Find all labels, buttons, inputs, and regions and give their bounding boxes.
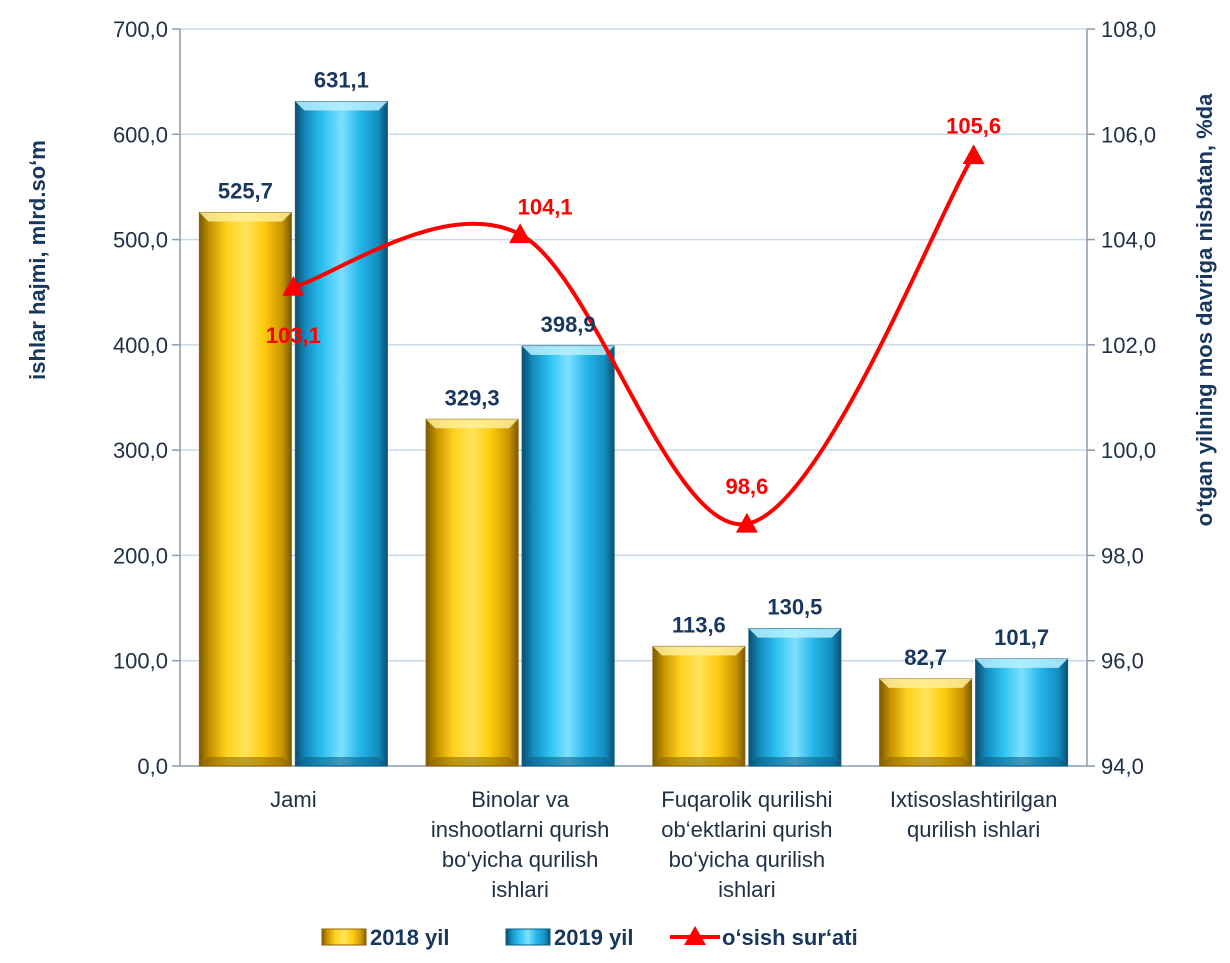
growth-point-marker xyxy=(509,223,532,244)
legend-swatch xyxy=(321,928,367,946)
x-category-label: Jami xyxy=(270,787,316,812)
bar-value-label: 525,7 xyxy=(218,179,273,204)
y-tick-label: 600,0 xyxy=(113,122,168,147)
bar-value-label: 631,1 xyxy=(314,68,369,93)
bar-value-label: 113,6 xyxy=(672,612,726,637)
data-labels: 525,7 631,1 329,3 398,9 113,6 130,5 82,7 101,7 1… xyxy=(218,68,1049,670)
bar xyxy=(294,101,388,767)
bar-value-label: 398,9 xyxy=(541,312,596,337)
growth-point-marker xyxy=(735,512,758,533)
y2-tick-label: 104,0 xyxy=(1101,228,1156,253)
y-tick-label: 400,0 xyxy=(113,333,168,358)
bar xyxy=(521,345,615,767)
y2-tick-label: 102,0 xyxy=(1101,333,1156,358)
legend-label-2019: 2019 yil xyxy=(554,925,634,950)
y-axis-title: ishlar hajmi, mlrd.so‘m xyxy=(25,140,50,380)
growth-value-label: 104,1 xyxy=(518,194,573,219)
y-tick-label: 500,0 xyxy=(113,228,168,253)
x-category-label: Ixtisoslashtirilgan qurilish ishlari xyxy=(890,787,1058,842)
legend-label-2018: 2018 yil xyxy=(370,925,450,950)
y-tick-label: 0,0 xyxy=(137,754,168,779)
growth-point-marker xyxy=(962,144,985,165)
bar-value-label: 329,3 xyxy=(445,385,500,410)
y-tick-label: 300,0 xyxy=(113,438,168,463)
y2-tick-label: 94,0 xyxy=(1101,754,1144,779)
bar xyxy=(652,645,746,767)
y2-tick-label: 98,0 xyxy=(1101,543,1144,568)
y2-axis-title: o‘tgan yilning mos davriga nisbatan, %da xyxy=(1192,93,1217,527)
legend-label-growth: o‘sish sur‘ati xyxy=(722,925,858,950)
y2-tick-label: 96,0 xyxy=(1101,649,1144,674)
y2-tick-label: 100,0 xyxy=(1101,438,1156,463)
x-category-label: Fuqarolik qurilishi ob‘ektlarini qurish bo… xyxy=(661,787,832,902)
y2-tick-label: 106,0 xyxy=(1101,122,1156,147)
bar-value-label: 130,5 xyxy=(767,595,822,620)
y-tick-label: 100,0 xyxy=(113,649,168,674)
bars xyxy=(198,101,1069,767)
growth-point-marker xyxy=(282,275,305,296)
growth-value-label: 105,6 xyxy=(946,113,1001,138)
y2-tick-label: 108,0 xyxy=(1101,17,1156,42)
legend: 2018 yil 2019 yil o‘sish sur‘ati xyxy=(321,925,858,950)
bar xyxy=(975,658,1069,767)
growth-value-label: 103,1 xyxy=(266,323,321,348)
y-tick-label: 700,0 xyxy=(113,17,168,42)
growth-line-path xyxy=(292,154,976,526)
bar-value-label: 101,7 xyxy=(994,625,1049,650)
bar xyxy=(748,628,842,767)
bar xyxy=(425,418,519,767)
legend-swatch xyxy=(505,928,551,946)
growth-line xyxy=(282,144,985,533)
x-category-label: Binolar va inshootlarni qurish bo‘yicha qu… xyxy=(431,787,610,902)
bar xyxy=(879,678,973,767)
y-tick-label: 200,0 xyxy=(113,543,168,568)
bar-value-label: 82,7 xyxy=(904,645,947,670)
bar xyxy=(198,212,292,767)
legend-marker-swatch xyxy=(684,926,706,945)
growth-value-label: 98,6 xyxy=(725,474,768,499)
axes: 0,0 100,0 200,0 300,0 400,0 500,0 600,0 700,0 94… xyxy=(113,17,1156,902)
